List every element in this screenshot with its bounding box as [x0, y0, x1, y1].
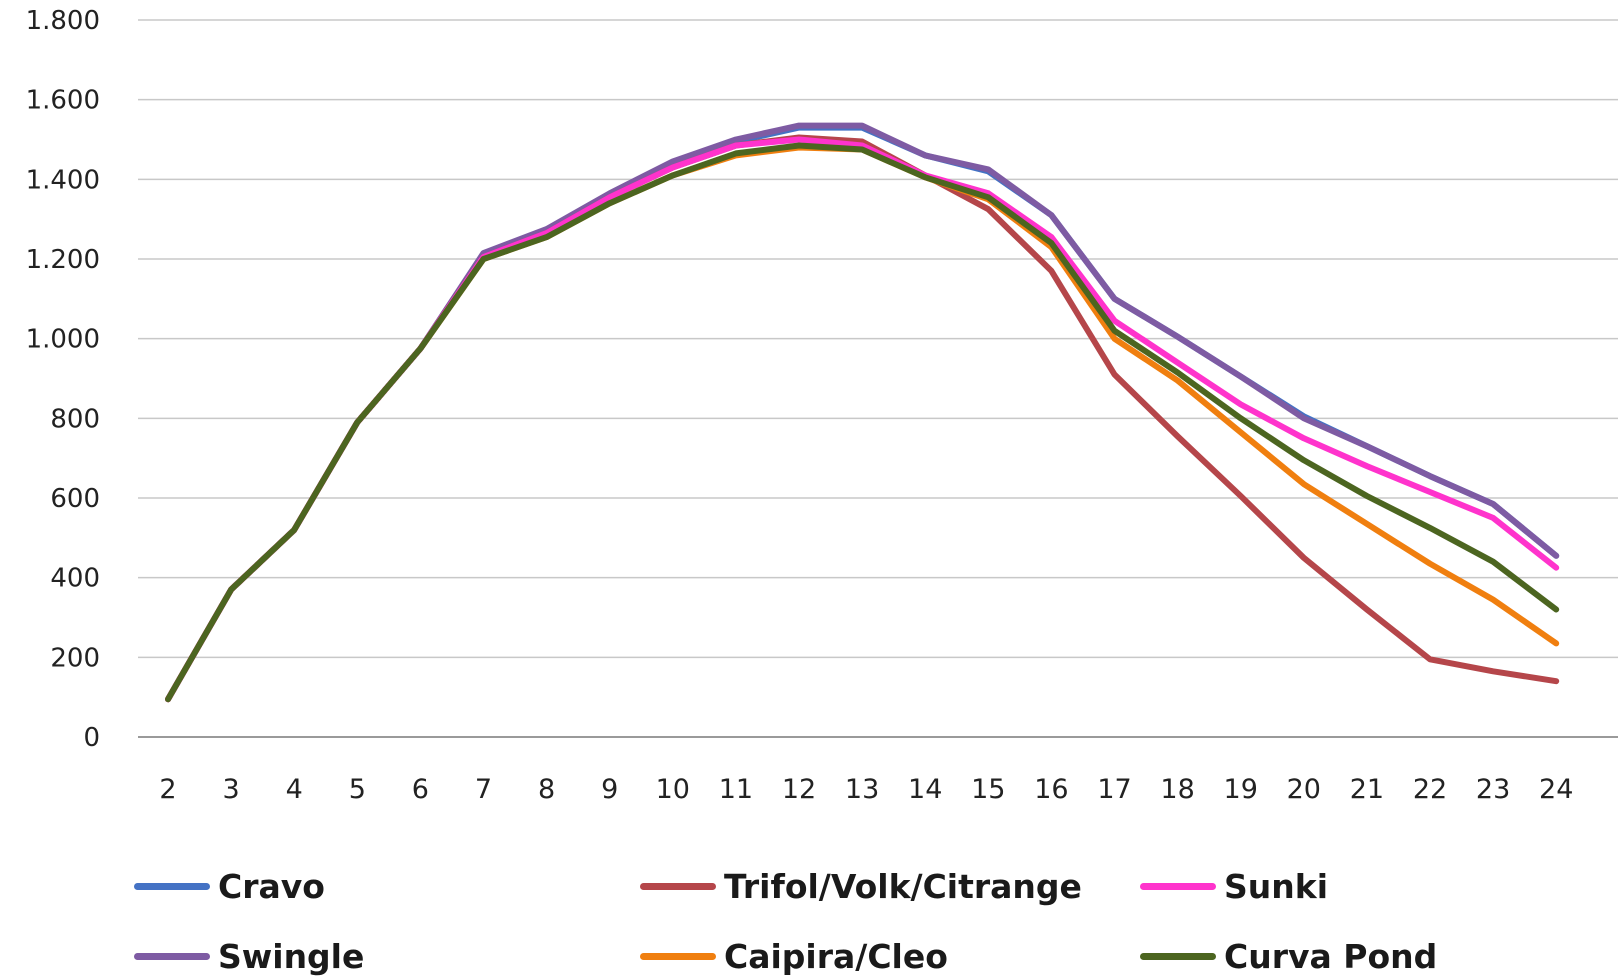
legend-label: Curva Pond	[1224, 936, 1438, 976]
x-tick-label: 11	[719, 774, 753, 805]
legend-item-cravo: Cravo	[134, 866, 325, 906]
y-tick-label: 0	[83, 723, 100, 753]
x-tick-label: 16	[1034, 774, 1068, 805]
x-tick-label: 15	[971, 774, 1005, 805]
x-axis-ticks: 2 3 4 5 6 7 8 9 10 11 12 13 14 15 16 17 18 19 20 21 22 23 24	[159, 774, 1573, 805]
legend-label: Cravo	[218, 866, 325, 906]
legend-label: Caipira/Cleo	[724, 936, 948, 976]
x-tick-label: 3	[223, 774, 240, 805]
y-tick-label: 400	[50, 564, 100, 594]
x-tick-label: 4	[286, 774, 303, 805]
y-tick-label: 800	[50, 404, 100, 434]
x-tick-label: 21	[1350, 774, 1384, 805]
legend-swatch-icon	[640, 882, 716, 890]
y-tick-label: 1.000	[26, 325, 100, 355]
legend-swatch-icon	[1140, 882, 1216, 890]
legend-item-caipira: Caipira/Cleo	[640, 936, 948, 976]
legend-swatch-icon	[134, 882, 210, 890]
series-line-curva-pond	[165, 142, 1560, 703]
x-tick-label: 10	[656, 774, 690, 805]
gridlines	[138, 19, 1618, 738]
x-tick-label: 20	[1287, 774, 1321, 805]
x-tick-label: 24	[1539, 774, 1573, 805]
legend-item-sunki: Sunki	[1140, 866, 1328, 906]
legend-swatch-icon	[1140, 952, 1216, 960]
legend-label: Sunki	[1224, 866, 1329, 906]
legend-item-swingle: Swingle	[134, 936, 364, 976]
x-tick-label: 9	[601, 774, 618, 805]
legend-item-trifol: Trifol/Volk/Citrange	[640, 866, 1082, 906]
series-line-caipira-cleo	[165, 144, 1560, 703]
legend-swatch-icon	[134, 952, 210, 960]
legend-label: Swingle	[218, 936, 365, 976]
y-tick-label: 1.600	[26, 86, 100, 116]
x-tick-label: 19	[1224, 774, 1258, 805]
y-tick-label: 600	[50, 484, 100, 514]
x-tick-label: 6	[412, 774, 429, 805]
x-tick-label: 5	[349, 774, 366, 805]
y-tick-label: 1.200	[26, 245, 100, 275]
legend-item-curva-pond: Curva Pond	[1140, 936, 1437, 976]
x-tick-label: 13	[845, 774, 879, 805]
x-tick-label: 17	[1097, 774, 1131, 805]
x-tick-label: 23	[1476, 774, 1510, 805]
legend-swatch-icon	[640, 952, 716, 960]
legend-label: Trifol/Volk/Citrange	[724, 866, 1082, 906]
series-lines	[165, 122, 1560, 703]
series-line-cravo	[165, 124, 1560, 703]
y-axis-ticks: 0 200 400 600 800 1.000 1.200 1.400 1.600 1.800	[26, 6, 100, 753]
series-line-swingle	[165, 122, 1560, 703]
x-tick-label: 18	[1160, 774, 1194, 805]
x-tick-label: 2	[159, 774, 176, 805]
x-tick-label: 22	[1413, 774, 1447, 805]
y-tick-label: 1.400	[26, 165, 100, 195]
y-tick-label: 200	[50, 643, 100, 673]
x-tick-label: 8	[538, 774, 555, 805]
y-tick-label: 1.800	[26, 6, 100, 36]
series-line-sunki	[165, 136, 1560, 703]
x-tick-label: 7	[475, 774, 492, 805]
x-tick-label: 12	[782, 774, 816, 805]
x-tick-label: 14	[908, 774, 942, 805]
